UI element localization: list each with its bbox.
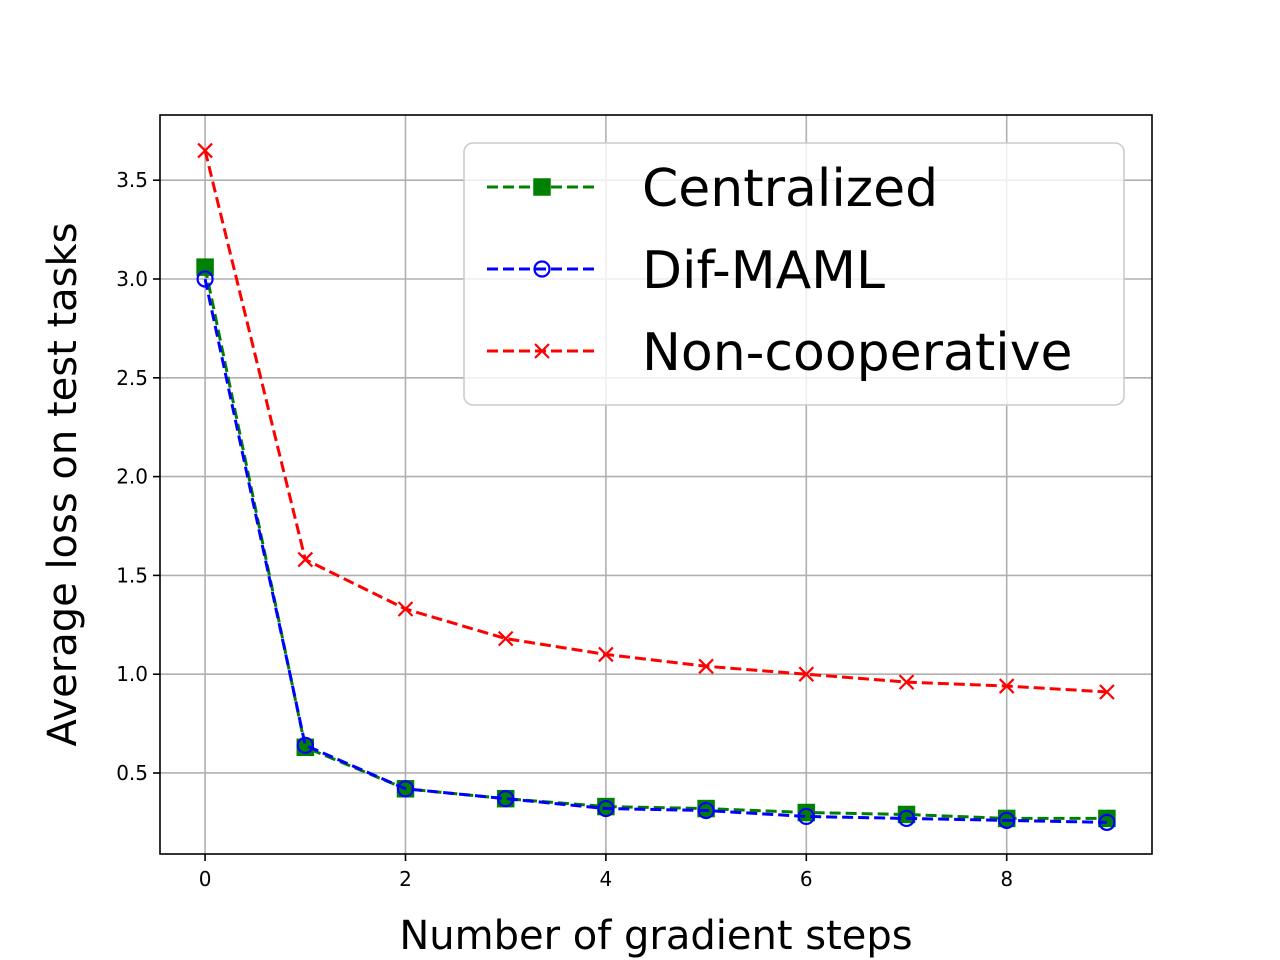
data-point-dif-maml	[396, 780, 415, 798]
data-point-non-cooperative	[297, 551, 314, 568]
series-dif-maml	[196, 270, 1116, 831]
data-point-non-cooperative	[998, 678, 1015, 694]
legend-marker-dif-maml	[533, 260, 551, 278]
x-tick-label: 8	[1000, 867, 1013, 891]
y-tick-label: 3.5	[116, 168, 148, 192]
legend-entry-centralized: Centralized	[487, 159, 938, 219]
legend-marker-non-cooperative	[534, 343, 550, 359]
x-tick-label: 4	[600, 867, 613, 891]
y-tick-label: 1.0	[116, 662, 148, 686]
axis-ticks: 0 2 4 6 8 0.5 1.0 1.5 2.0 2.5 3.0 3.5	[116, 168, 1013, 891]
series-line-non-cooperative	[203, 150, 1107, 694]
y-tick-label: 2.5	[116, 366, 148, 390]
data-point-non-cooperative	[898, 674, 915, 690]
data-point-dif-maml	[697, 801, 715, 820]
series-line-dif-maml	[203, 278, 1107, 824]
data-point-non-cooperative	[1099, 684, 1115, 700]
y-tick-label: 2.0	[116, 465, 148, 489]
legend-label-non-cooperative: Non-cooperative	[642, 323, 1073, 383]
x-tick-label: 0	[199, 867, 212, 891]
plot-frame	[159, 114, 1153, 855]
x-axis-label: Number of gradient steps	[399, 913, 912, 959]
legend-entry-dif-maml: Dif-MAML	[487, 241, 885, 301]
data-point-dif-maml	[497, 790, 515, 808]
y-tick-label: 0.5	[116, 761, 148, 785]
data-point-non-cooperative	[397, 601, 414, 617]
data-point-dif-maml	[998, 811, 1016, 830]
data-point-non-cooperative	[798, 666, 815, 682]
data-point-dif-maml	[296, 736, 314, 754]
y-tick-label: 1.5	[116, 563, 148, 587]
legend-label-centralized: Centralized	[642, 159, 938, 219]
legend-box	[463, 142, 1125, 406]
series-group	[196, 142, 1116, 831]
series-non-cooperative	[197, 142, 1115, 700]
data-point-non-cooperative	[197, 142, 213, 159]
data-point-centralized	[196, 258, 214, 276]
data-point-dif-maml	[597, 799, 615, 818]
data-point-non-cooperative	[497, 630, 514, 647]
data-point-non-cooperative	[598, 646, 614, 663]
legend-label-dif-maml: Dif-MAML	[642, 241, 885, 301]
y-tick-label: 3.0	[116, 267, 148, 291]
x-tick-label: 6	[800, 867, 813, 891]
data-point-dif-maml	[1098, 813, 1116, 831]
data-point-dif-maml	[196, 270, 214, 288]
data-point-non-cooperative	[698, 658, 714, 675]
legend-entry-non-cooperative: Non-cooperative	[487, 323, 1073, 383]
x-tick-label: 2	[399, 867, 412, 891]
legend: Centralized Dif-MAML Non-cooperative	[463, 142, 1125, 406]
data-point-dif-maml	[797, 807, 815, 826]
legend-marker-centralized	[533, 178, 551, 196]
y-axis-label: Average loss on test tasks	[40, 222, 86, 746]
data-point-dif-maml	[897, 809, 916, 828]
